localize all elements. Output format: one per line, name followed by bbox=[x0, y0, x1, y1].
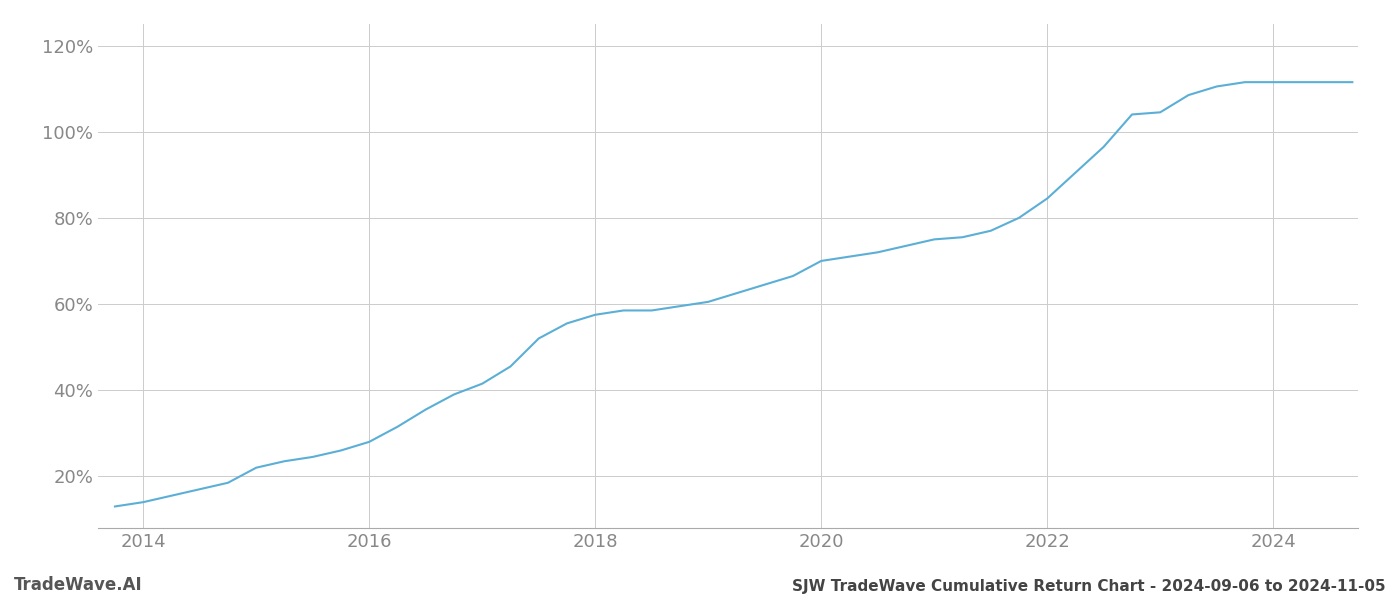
Text: SJW TradeWave Cumulative Return Chart - 2024-09-06 to 2024-11-05: SJW TradeWave Cumulative Return Chart - … bbox=[792, 579, 1386, 594]
Text: TradeWave.AI: TradeWave.AI bbox=[14, 576, 143, 594]
